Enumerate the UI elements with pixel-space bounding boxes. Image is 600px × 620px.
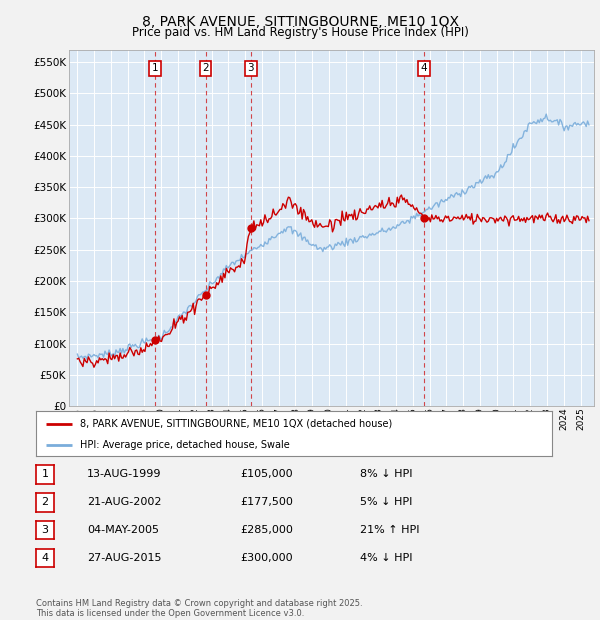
- Text: 8, PARK AVENUE, SITTINGBOURNE, ME10 1QX (detached house): 8, PARK AVENUE, SITTINGBOURNE, ME10 1QX …: [80, 418, 392, 428]
- Text: 1: 1: [41, 469, 49, 479]
- Text: 04-MAY-2005: 04-MAY-2005: [87, 525, 159, 535]
- Text: 27-AUG-2015: 27-AUG-2015: [87, 553, 161, 563]
- Text: Contains HM Land Registry data © Crown copyright and database right 2025.
This d: Contains HM Land Registry data © Crown c…: [36, 599, 362, 618]
- Text: 8% ↓ HPI: 8% ↓ HPI: [360, 469, 413, 479]
- Text: 21-AUG-2002: 21-AUG-2002: [87, 497, 161, 507]
- Text: 4: 4: [41, 553, 49, 563]
- Text: 21% ↑ HPI: 21% ↑ HPI: [360, 525, 419, 535]
- Text: 4% ↓ HPI: 4% ↓ HPI: [360, 553, 413, 563]
- Text: HPI: Average price, detached house, Swale: HPI: Average price, detached house, Swal…: [80, 440, 290, 450]
- Text: £300,000: £300,000: [240, 553, 293, 563]
- Text: 13-AUG-1999: 13-AUG-1999: [87, 469, 161, 479]
- Text: 2: 2: [202, 63, 209, 73]
- Text: 3: 3: [41, 525, 49, 535]
- Text: 8, PARK AVENUE, SITTINGBOURNE, ME10 1QX: 8, PARK AVENUE, SITTINGBOURNE, ME10 1QX: [142, 16, 458, 30]
- Text: 3: 3: [248, 63, 254, 73]
- Text: 4: 4: [421, 63, 427, 73]
- Text: £177,500: £177,500: [240, 497, 293, 507]
- Text: 1: 1: [152, 63, 158, 73]
- Text: 5% ↓ HPI: 5% ↓ HPI: [360, 497, 412, 507]
- Text: £285,000: £285,000: [240, 525, 293, 535]
- Text: 2: 2: [41, 497, 49, 507]
- Text: Price paid vs. HM Land Registry's House Price Index (HPI): Price paid vs. HM Land Registry's House …: [131, 26, 469, 39]
- Text: £105,000: £105,000: [240, 469, 293, 479]
